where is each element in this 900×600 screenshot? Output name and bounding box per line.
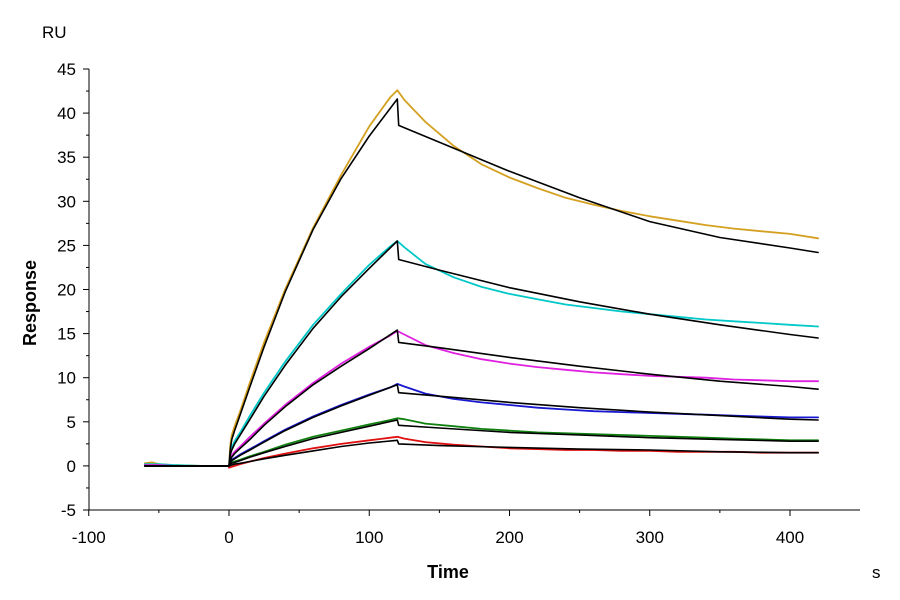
fit-curve-9 (144, 383, 819, 467)
x-tick-label: 200 (495, 528, 523, 547)
fit-curve-7 (144, 240, 819, 467)
series-layer (143, 89, 819, 469)
fit-curve-11 (228, 439, 819, 467)
y-tick-label: 0 (67, 457, 76, 476)
y-tick-label: 5 (67, 413, 76, 432)
x-axis-title: Time (427, 562, 469, 582)
y-tick-label: 30 (57, 192, 76, 211)
y-tick-label: 10 (57, 369, 76, 388)
x-tick-label: 100 (355, 528, 383, 547)
x-tick-label: -100 (72, 528, 106, 547)
y-unit-label: RU (42, 23, 67, 42)
axes (88, 69, 860, 511)
fit-curve-10 (144, 419, 819, 467)
y-tick-label: 20 (57, 281, 76, 300)
y-ticks: -5 0 5 10 15 20 25 30 35 40 45 (57, 60, 89, 520)
x-unit-label: s (872, 563, 881, 582)
y-tick-label: 45 (57, 60, 76, 79)
y-axis-title: Response (20, 260, 40, 346)
y-tick-label: 15 (57, 325, 76, 344)
measured-curve-0 (143, 89, 819, 467)
fit-curve-8 (144, 329, 819, 467)
x-tick-label: 300 (636, 528, 664, 547)
y-tick-label: -5 (61, 501, 76, 520)
x-tick-label: 0 (224, 528, 233, 547)
y-tick-label: 40 (57, 104, 76, 123)
x-tick-label: 400 (776, 528, 804, 547)
y-tick-label: 35 (57, 148, 76, 167)
fit-curve-6 (144, 98, 819, 467)
y-tick-label: 25 (57, 236, 76, 255)
x-ticks: -100 0 100 200 300 400 (72, 510, 804, 547)
